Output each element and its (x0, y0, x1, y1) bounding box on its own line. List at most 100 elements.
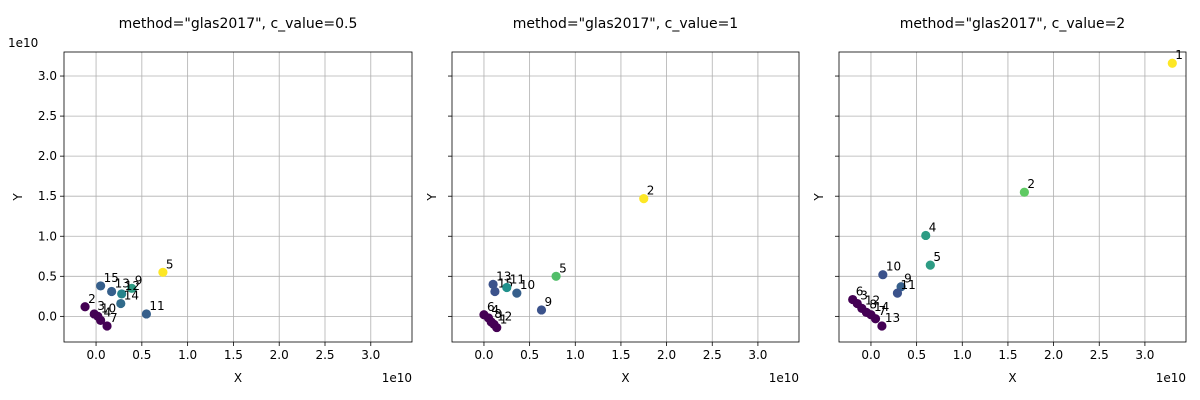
point-label-11: 11 (900, 278, 915, 292)
point-label-10: 10 (101, 301, 116, 315)
point-label-5: 5 (166, 257, 174, 271)
y-tick-label-3: 1.5 (38, 189, 57, 203)
x-tick-label-2: 1.0 (953, 348, 972, 362)
scatter-point-14 (116, 298, 126, 309)
point-label-5: 5 (933, 250, 941, 264)
chart-title: method="glas2017", c_value=0.5 (119, 16, 358, 32)
y-axis-label: Y (11, 193, 25, 202)
scatter-point-13 (107, 286, 117, 297)
y-tick-label-0: 0.0 (38, 309, 57, 323)
point-label-7: 7 (879, 304, 887, 318)
x-tick-label-0: 0.0 (474, 348, 493, 362)
point-label-10: 10 (886, 260, 901, 274)
scatter-point-7 (102, 321, 112, 331)
x-tick-label-2: 1.0 (566, 348, 585, 362)
chart-title: method="glas2017", c_value=2 (900, 16, 1125, 32)
scatter-point-11 (502, 282, 512, 293)
point-label-14: 14 (874, 300, 889, 314)
subplot-1: 0.0 0.5 1.0 1.5 2.0 2.5 3.0 0.0 0.5 1.0 1.5 2.0 2.5 3… (8, 16, 413, 385)
point-label-6: 6 (487, 300, 495, 314)
point-label-8: 8 (869, 297, 877, 311)
x-offset-label: 1e10 (382, 371, 412, 385)
x-tick-label-6: 3.0 (1135, 348, 1154, 362)
point-label-11: 11 (149, 299, 164, 313)
point-label-9: 9 (135, 273, 143, 287)
axes-frame (63, 51, 413, 343)
y-tick-label-4: 2.0 (38, 149, 57, 163)
point-label-7: 7 (110, 311, 118, 325)
scatter-point-13 (877, 321, 887, 331)
x-tick-label-5: 2.5 (1090, 348, 1109, 362)
y-axis-label: Y (812, 193, 826, 202)
x-tick-label-6: 3.0 (361, 348, 380, 362)
point-label-3: 3 (97, 299, 105, 313)
x-axis-label: X (1008, 371, 1016, 385)
x-tick-label-0: 0.0 (861, 348, 880, 362)
scatter-point-15 (96, 281, 106, 291)
point-label-12: 12 (125, 279, 140, 293)
subplot-2: 0.00.51.01.52.02.53.064812113151110952me… (425, 16, 800, 385)
scatter-point-2 (639, 194, 649, 204)
x-tick-label-5: 2.5 (315, 348, 334, 362)
point-label-12: 12 (497, 309, 512, 323)
point-label-8: 8 (494, 307, 502, 321)
x-tick-label-1: 0.5 (132, 348, 151, 362)
scatter-point-5 (551, 271, 561, 281)
point-label-13: 13 (885, 311, 900, 325)
x-tick-label-0: 0.0 (87, 348, 106, 362)
x-tick-label-4: 2.0 (1044, 348, 1063, 362)
scatter-point-9 (536, 305, 547, 315)
point-label-2: 2 (647, 184, 655, 198)
y-tick-label-6: 3.0 (38, 69, 57, 83)
y-tick-label-2: 1.0 (38, 229, 57, 243)
x-axis-label: X (621, 371, 629, 385)
point-label-13: 13 (115, 277, 130, 291)
scatter-point-1 (492, 322, 502, 333)
x-tick-label-4: 2.0 (657, 348, 676, 362)
x-tick-label-6: 3.0 (748, 348, 767, 362)
x-tick-label-3: 1.5 (998, 348, 1017, 362)
scatter-point-10 (512, 288, 522, 298)
scatter-point-4 (921, 230, 931, 241)
point-label-13: 13 (496, 269, 511, 283)
x-tick-label-3: 1.5 (611, 348, 630, 362)
scatter-point-15 (490, 286, 500, 297)
x-tick-label-5: 2.5 (703, 348, 722, 362)
point-label-3: 3 (860, 289, 868, 303)
point-label-15: 15 (104, 271, 119, 285)
point-label-4: 4 (104, 305, 112, 319)
scatter-point-10 (878, 270, 888, 280)
point-label-5: 5 (559, 261, 567, 275)
scatter-point-11 (892, 288, 903, 298)
x-tick-label-1: 0.5 (520, 348, 539, 362)
point-label-2: 2 (1027, 177, 1035, 191)
point-label-14: 14 (124, 289, 139, 303)
scatter-point-11 (141, 309, 152, 319)
point-label-4: 4 (492, 303, 500, 317)
scatter-point-9 (127, 283, 137, 293)
x-tick-label-1: 0.5 (907, 348, 926, 362)
scatter-point-1 (1167, 58, 1177, 68)
y-offset-label: 1e10 (8, 36, 38, 50)
x-offset-label: 1e10 (769, 371, 799, 385)
scatter-point-2 (80, 302, 90, 312)
scatter-point-13 (488, 279, 498, 289)
y-tick-label-1: 0.5 (38, 269, 57, 283)
point-label-1: 1 (1175, 48, 1183, 62)
point-label-10: 10 (520, 278, 535, 292)
point-label-9: 9 (544, 295, 552, 309)
point-label-2: 2 (88, 292, 96, 306)
x-axis-label: X (234, 371, 242, 385)
chart-title: method="glas2017", c_value=1 (513, 16, 738, 32)
x-tick-label-4: 2.0 (270, 348, 289, 362)
axes-frame (451, 51, 800, 343)
scatter-point-4 (96, 315, 106, 325)
y-tick-label-5: 2.5 (38, 109, 57, 123)
scatter-point-7 (870, 314, 881, 324)
scatter-point-5 (158, 267, 168, 277)
point-label-12: 12 (865, 293, 880, 307)
point-label-11: 11 (510, 273, 525, 287)
scatter-point-2 (1019, 187, 1029, 197)
